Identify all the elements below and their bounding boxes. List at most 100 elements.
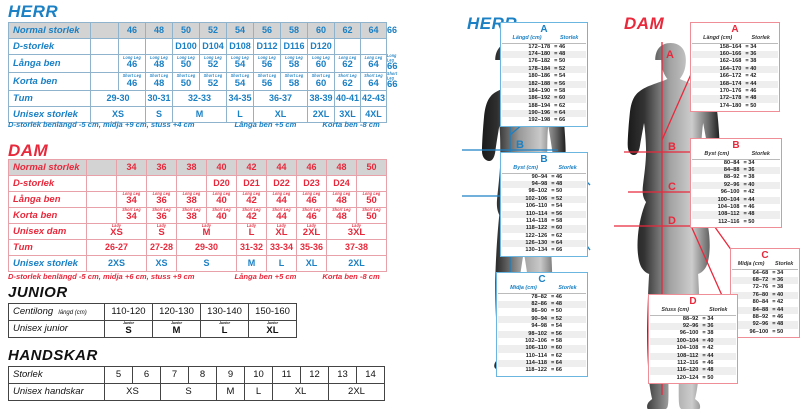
measure-col-header: Stuss (cm) [650, 307, 701, 316]
measure-size: = 48 [745, 95, 757, 102]
cell: Long Leg 52 [199, 53, 227, 74]
measure-row: 80–84 = 42 [732, 299, 798, 306]
measure-range: 192–198 [528, 117, 551, 124]
measure-range: 84–88 [752, 306, 769, 313]
measure-row: 184–190 = 58 [502, 88, 586, 95]
measure-row: 116–120 = 48 [650, 367, 736, 375]
measure-range: 102–106 [525, 337, 547, 344]
cell: M [216, 383, 245, 401]
measure-row: 94–98 = 54 [498, 323, 586, 330]
measure-row: 108–112 = 48 [692, 211, 780, 219]
measure-range: 186–192 [528, 95, 551, 102]
measure-size: = 36 [743, 167, 755, 173]
cell: Long Leg 56 [253, 53, 281, 74]
table-row: D-storlek D20 D21 D22 D23 D24 [8, 175, 387, 192]
cell: 56 [253, 22, 281, 39]
row-label: Unisex handskar [8, 383, 105, 401]
cell: L [266, 255, 297, 272]
measure-row: 84–88 = 44 [732, 306, 798, 314]
measure-row: 104–108 = 42 [650, 345, 736, 352]
cell: 12 [300, 366, 329, 384]
cell: Short Leg 56 [253, 72, 281, 92]
cell: 48 [326, 159, 357, 176]
measure-row: 130–134 = 66 [502, 247, 586, 254]
row-label: Centilong längd (cm) [8, 303, 105, 321]
female-markers: A B C D [666, 49, 676, 227]
cell: 40-41 [334, 90, 361, 108]
cell: 34-35 [226, 90, 254, 108]
measure-row: 102–106 = 58 [498, 338, 586, 345]
handskar-size-table: Storlek 5 6 7 8 9 10 11 12 13 14 Unisex handskar XS S… [8, 366, 385, 401]
table-row: Unisex dam Lady XS Lady S Lady M Lady L Lady XL Lad… [8, 223, 387, 240]
dam-box-b-letter: B [732, 140, 740, 151]
cell: 6 [132, 366, 161, 384]
measure-row: 88–92 = 46 [732, 314, 798, 321]
measure-row: 160–166 = 36 [692, 51, 778, 59]
measure-row: 88–92 = 38 [692, 174, 780, 181]
measure-size: = 46 [551, 173, 563, 180]
measure-range: 86–90 [531, 308, 547, 315]
measure-size: = 48 [551, 181, 563, 187]
measure-size: = 34 [743, 159, 755, 166]
measure-size: = 64 [551, 240, 563, 246]
measure-range: 88–92 [682, 315, 699, 322]
measure-col-header: Storlek [549, 165, 586, 174]
measure-range: 110–114 [525, 352, 547, 359]
measure-size: = 42 [745, 73, 757, 80]
row-label: D-storlek [8, 38, 91, 55]
cell: Lady 2XL [296, 223, 327, 240]
cell: 46 [296, 159, 327, 176]
measure-size: = 40 [743, 181, 755, 188]
measure-size: = 40 [745, 65, 757, 72]
cell: Lady 3XL [326, 223, 387, 240]
measure-size: = 50 [702, 374, 714, 381]
measure-size: = 54 [550, 323, 562, 330]
measure-range: 158–164 [719, 43, 742, 50]
table-row: Normal storlek 34 36 38 40 42 44 46 48 50 [8, 159, 387, 176]
female-marker-c: C [668, 181, 676, 193]
measure-range: 68–72 [752, 277, 769, 283]
measure-row: 82–86 = 48 [498, 301, 586, 309]
cell: 46 [118, 22, 146, 39]
cell [90, 53, 119, 74]
measure-range: 104–108 [717, 203, 740, 210]
measure-size: = 50 [745, 102, 757, 109]
measure-range: 96–100 [720, 189, 740, 196]
measure-size: = 66 [551, 247, 563, 254]
measure-row: 176–182 = 50 [502, 58, 586, 65]
table-row: Unisex storlek 2XS XS S M L XL 2XL [8, 255, 387, 272]
measure-range: 166–172 [719, 73, 742, 80]
cell: Long Leg 38 [176, 191, 207, 208]
measure-size: = 40 [772, 291, 784, 298]
measure-size: = 42 [702, 345, 714, 352]
measure-range: 106–110 [525, 345, 547, 352]
cell: S [176, 255, 237, 272]
measure-row: 118–122 = 66 [498, 367, 586, 374]
table-row: Unisex junior Junior S Junior M Junior L Junior… [8, 320, 297, 338]
measure-size: = 66 [554, 117, 566, 124]
measure-size: = 38 [743, 174, 755, 181]
measure-range: 112–116 [677, 359, 699, 366]
measure-row: 94–98 = 48 [502, 181, 586, 189]
measure-header-row: Längd (cm) Storlek [502, 35, 586, 44]
measure-size: = 38 [772, 284, 784, 291]
cell: Long Leg 46 [296, 191, 327, 208]
cell: Short Leg 36 [146, 207, 177, 224]
cell: Lady L [236, 223, 267, 240]
cell: 34 [116, 159, 147, 176]
cell: Long Leg 46 [118, 53, 146, 74]
measure-size: = 46 [554, 43, 566, 50]
cell: 50 [172, 22, 200, 39]
cell: XS [146, 255, 177, 272]
junior-size-table: Centilong längd (cm) 110-120 120-130 130-14… [8, 303, 297, 338]
cell [90, 38, 119, 55]
measure-row: 100–104 = 44 [692, 196, 780, 204]
measure-row: 68–72 = 36 [732, 277, 798, 285]
cell: 38 [176, 159, 207, 176]
cell [176, 175, 207, 192]
cell: Short Leg 34 [116, 207, 147, 224]
cell [116, 175, 147, 192]
measure-size: = 40 [702, 337, 714, 344]
cell [360, 38, 387, 55]
measure-row: 126–130 = 64 [502, 240, 586, 248]
